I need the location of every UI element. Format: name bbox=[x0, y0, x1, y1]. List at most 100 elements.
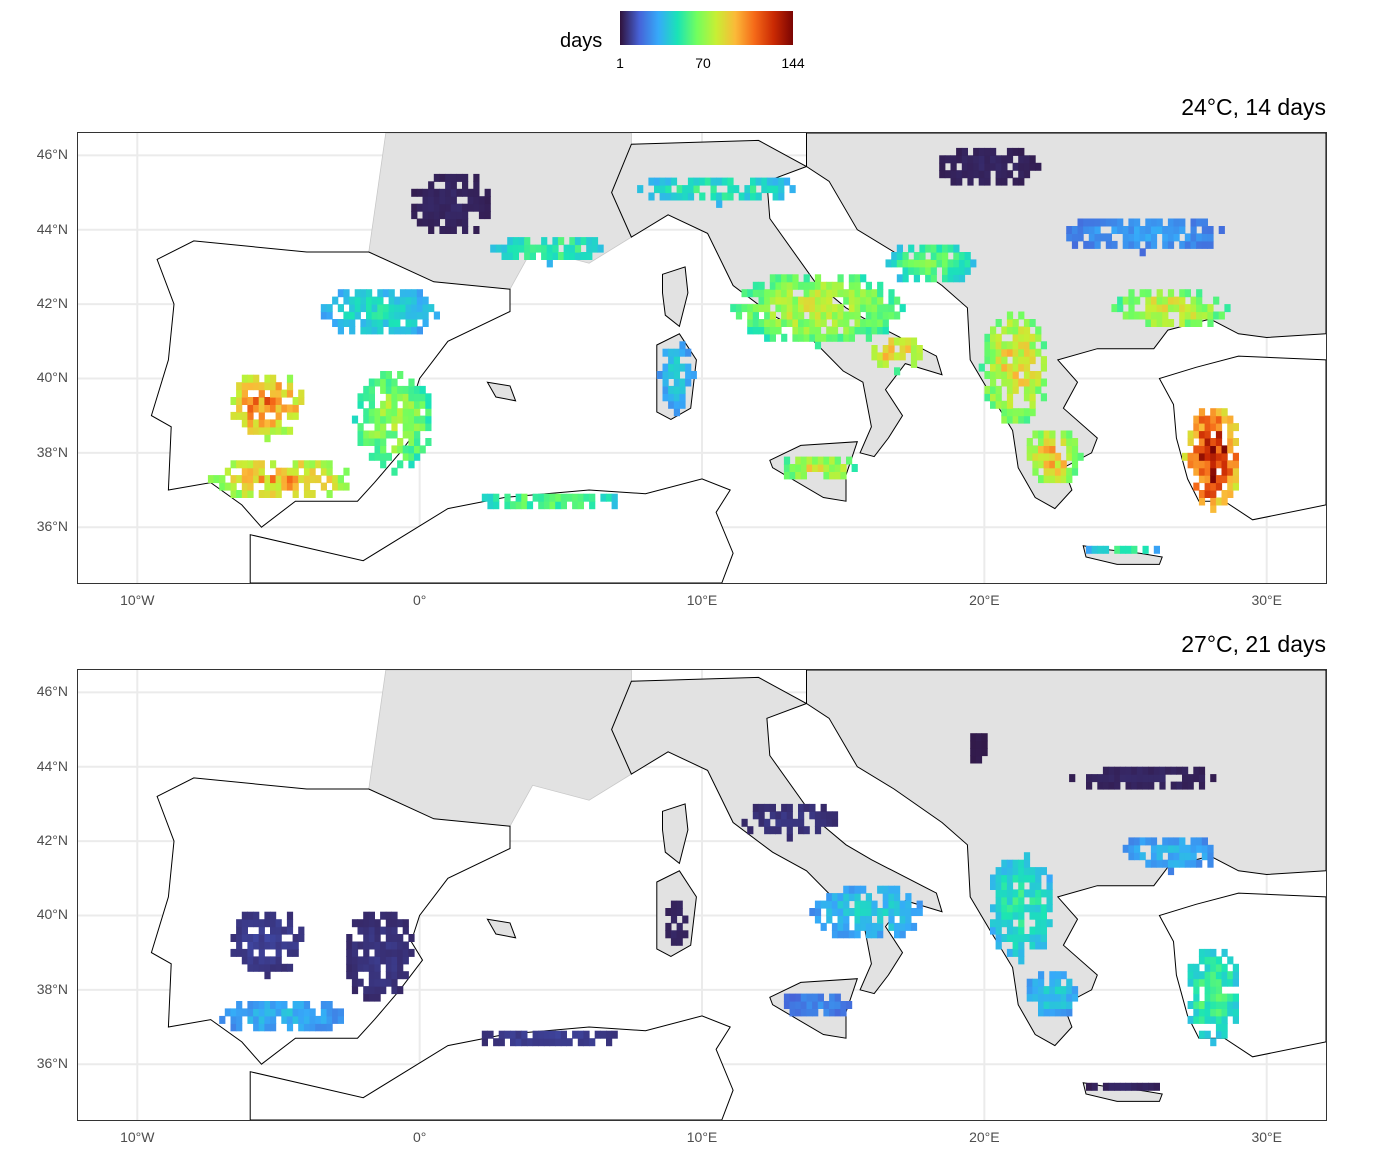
raster-cell bbox=[1145, 311, 1152, 320]
raster-cell bbox=[357, 438, 364, 446]
raster-cell bbox=[397, 415, 404, 424]
raster-cell bbox=[391, 986, 398, 995]
raster-cell bbox=[374, 963, 381, 972]
raster-cell bbox=[820, 296, 827, 305]
raster-cell bbox=[1029, 371, 1036, 379]
raster-cell bbox=[662, 371, 669, 379]
raster-cell bbox=[1071, 993, 1079, 1002]
raster-cell bbox=[1043, 467, 1050, 476]
raster-cell bbox=[368, 978, 375, 987]
raster-cell bbox=[1018, 408, 1025, 417]
raster-cell bbox=[1153, 774, 1160, 783]
raster-cell bbox=[397, 963, 404, 972]
raster-cell bbox=[428, 203, 435, 212]
raster-cell bbox=[964, 266, 971, 275]
raster-cell bbox=[563, 244, 570, 253]
raster-cell bbox=[258, 919, 265, 928]
raster-cell bbox=[1198, 1008, 1206, 1017]
raster-cell bbox=[1060, 460, 1067, 469]
raster-cell bbox=[682, 915, 689, 924]
raster-cell bbox=[320, 1008, 327, 1017]
raster-cell bbox=[374, 956, 381, 965]
raster-cell bbox=[241, 382, 248, 391]
region-north-africa bbox=[481, 1030, 618, 1047]
raster-cell bbox=[247, 963, 254, 972]
raster-cell bbox=[894, 900, 901, 909]
raster-cell bbox=[995, 177, 1002, 186]
raster-cell bbox=[399, 311, 407, 320]
raster-cell bbox=[995, 867, 1002, 876]
raster-cell bbox=[264, 1023, 271, 1032]
raster-cell bbox=[970, 748, 977, 757]
raster-cell bbox=[391, 430, 398, 439]
raster-cell bbox=[1159, 774, 1166, 783]
raster-cell bbox=[408, 385, 415, 394]
raster-cell bbox=[363, 393, 370, 402]
raster-cell bbox=[896, 274, 903, 283]
raster-cell bbox=[1215, 993, 1223, 1002]
raster-cell bbox=[247, 426, 254, 435]
raster-cell bbox=[990, 356, 997, 365]
raster-cell bbox=[270, 419, 277, 428]
raster-cell bbox=[1083, 226, 1090, 234]
raster-cell bbox=[1012, 415, 1019, 424]
raster-cell bbox=[357, 919, 364, 928]
raster-cell bbox=[1204, 438, 1211, 446]
raster-cell bbox=[1049, 986, 1056, 995]
raster-cell bbox=[814, 311, 822, 320]
raster-cell bbox=[721, 192, 728, 201]
raster-cell bbox=[493, 501, 500, 510]
raster-cell bbox=[772, 177, 779, 186]
raster-cell bbox=[589, 493, 596, 502]
raster-cell bbox=[236, 1001, 243, 1009]
raster-cell bbox=[809, 296, 816, 305]
raster-cell bbox=[399, 289, 407, 298]
raster-cell bbox=[1196, 844, 1203, 853]
raster-cell bbox=[1184, 233, 1191, 242]
raster-cell bbox=[507, 252, 514, 260]
raster-cell bbox=[1018, 326, 1025, 335]
raster-cell bbox=[1210, 963, 1217, 972]
raster-cell bbox=[264, 482, 271, 491]
raster-cell bbox=[1029, 162, 1036, 171]
raster-cell bbox=[888, 893, 895, 902]
region-thrace bbox=[1122, 837, 1214, 876]
raster-cell bbox=[368, 963, 375, 972]
raster-cell bbox=[572, 501, 579, 510]
raster-cell bbox=[391, 378, 398, 387]
raster-cell bbox=[1153, 545, 1160, 554]
raster-cell bbox=[428, 304, 435, 313]
raster-cell bbox=[521, 493, 528, 502]
raster-cell bbox=[1018, 177, 1025, 186]
raster-cell bbox=[1159, 766, 1166, 775]
raster-cell bbox=[1148, 774, 1155, 783]
y-tick-label: 38°N bbox=[36, 443, 68, 460]
raster-cell bbox=[445, 173, 452, 182]
raster-cell bbox=[769, 281, 776, 290]
raster-cell bbox=[834, 1008, 841, 1017]
raster-cell bbox=[270, 426, 277, 435]
raster-cell bbox=[1026, 445, 1033, 454]
raster-cell bbox=[402, 926, 409, 935]
raster-cell bbox=[433, 311, 440, 320]
raster-cell bbox=[1032, 978, 1039, 987]
raster-cell bbox=[843, 930, 850, 939]
raster-cell bbox=[507, 237, 514, 246]
raster-cell bbox=[1162, 233, 1169, 242]
raster-cell bbox=[1221, 452, 1228, 461]
raster-cell bbox=[1066, 986, 1073, 995]
raster-cell bbox=[1162, 844, 1169, 853]
raster-cell bbox=[414, 445, 421, 454]
raster-cell bbox=[1060, 993, 1067, 1002]
raster-cell bbox=[425, 393, 432, 402]
raster-cell bbox=[1176, 781, 1183, 790]
raster-cell bbox=[1139, 248, 1146, 257]
raster-cell bbox=[831, 922, 839, 931]
raster-cell bbox=[543, 1038, 551, 1047]
raster-cell bbox=[899, 930, 906, 939]
raster-cell bbox=[812, 456, 819, 465]
y-tick-label: 36°N bbox=[36, 1055, 68, 1072]
raster-cell bbox=[676, 908, 683, 916]
raster-cell bbox=[337, 326, 344, 335]
raster-cell bbox=[402, 423, 409, 432]
